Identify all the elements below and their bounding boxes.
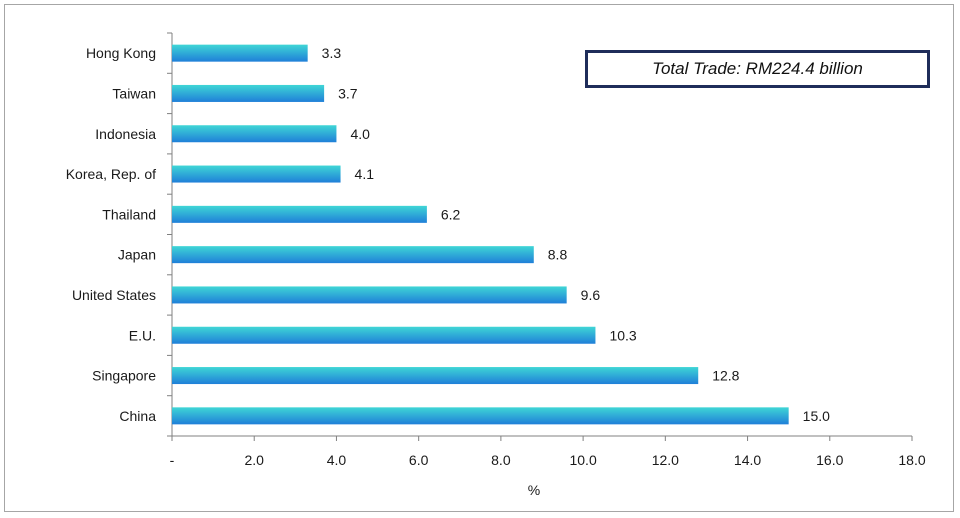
value-label: 12.8 [712, 368, 739, 384]
bar [172, 367, 699, 385]
category-label: Indonesia [95, 126, 156, 142]
x-axis-title: % [528, 482, 540, 498]
category-label: Korea, Rep. of [66, 166, 156, 182]
bar [172, 205, 427, 223]
value-label: 4.0 [350, 126, 370, 142]
bar [172, 84, 325, 102]
value-label: 3.3 [322, 45, 342, 61]
category-label: E.U. [129, 327, 156, 343]
bar [172, 165, 341, 183]
bar [172, 246, 534, 264]
x-tick-label: 2.0 [244, 452, 264, 468]
total-trade-annotation: Total Trade: RM224.4 billion [585, 50, 930, 88]
x-tick-label: 18.0 [898, 452, 925, 468]
category-label: Hong Kong [86, 45, 156, 61]
bar [172, 44, 308, 62]
bar-chart: - 2.0 4.0 6.0 8.0 10.0 12.0 14.0 16.0 18.0 Hong Ko… [66, 32, 926, 498]
value-label: 10.3 [609, 327, 636, 343]
category-label: Japan [118, 247, 156, 263]
x-tick-label: 4.0 [327, 452, 347, 468]
category-label: Taiwan [112, 85, 156, 101]
value-label: 8.8 [548, 247, 568, 263]
x-tick-label: 14.0 [734, 452, 761, 468]
x-tick-label: 10.0 [569, 452, 596, 468]
value-label: 3.7 [338, 85, 358, 101]
chart-frame: - 2.0 4.0 6.0 8.0 10.0 12.0 14.0 16.0 18.0 Hong Ko… [4, 4, 954, 512]
category-label: United States [72, 287, 156, 303]
value-label: 15.0 [803, 408, 830, 424]
labels: - 2.0 4.0 6.0 8.0 10.0 12.0 14.0 16.0 18.0 Hong Ko… [66, 45, 926, 468]
bar [172, 286, 567, 304]
value-label: 4.1 [355, 166, 375, 182]
category-label: China [119, 408, 156, 424]
x-tick-label: 16.0 [816, 452, 843, 468]
bar [172, 407, 789, 425]
bars [172, 44, 789, 425]
x-tick-label: 8.0 [491, 452, 511, 468]
value-label: 9.6 [581, 287, 601, 303]
x-tick-label: 6.0 [409, 452, 429, 468]
category-label: Singapore [92, 368, 156, 384]
bar [172, 326, 596, 344]
category-label: Thailand [102, 206, 156, 222]
value-label: 6.2 [441, 206, 461, 222]
x-tick-label: 12.0 [652, 452, 679, 468]
bar [172, 125, 337, 143]
x-tick-label: - [170, 452, 175, 468]
